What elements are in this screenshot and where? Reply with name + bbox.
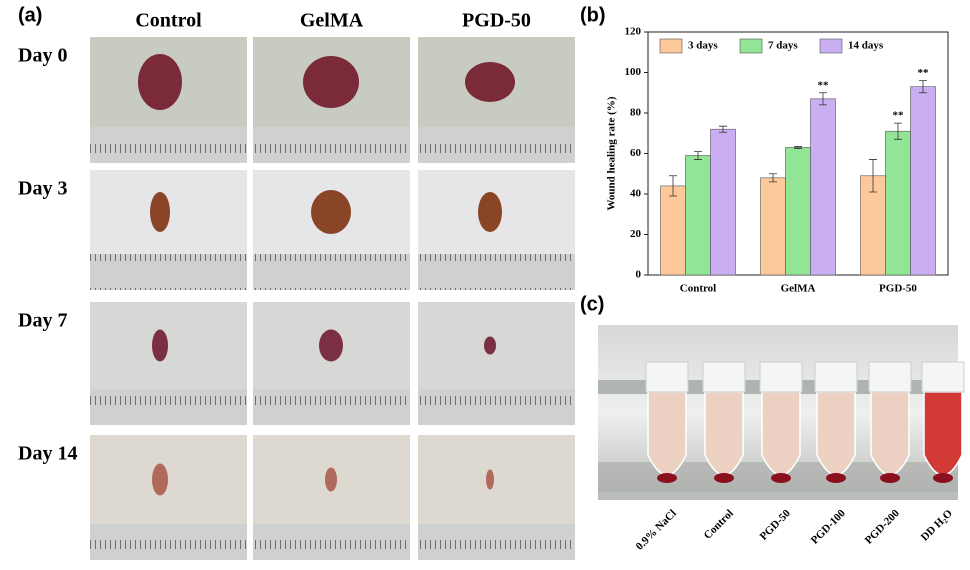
- bar: [910, 86, 936, 276]
- y-tick-label: 60: [630, 147, 642, 159]
- tube-label: PGD-100: [809, 507, 849, 547]
- error-bar: [719, 125, 727, 133]
- error-bar: [694, 151, 702, 160]
- wound: [484, 336, 496, 355]
- bar: [760, 177, 786, 276]
- x-tick-label: PGD-50: [879, 283, 917, 295]
- pellet: [657, 473, 677, 483]
- error-bar: [894, 122, 902, 140]
- wound: [152, 463, 168, 496]
- bar: [885, 130, 911, 276]
- error-bar: [869, 159, 877, 193]
- ruler: [90, 389, 247, 425]
- error-bar: [669, 175, 677, 197]
- ruler: [90, 254, 247, 290]
- y-tick-label: 0: [636, 269, 642, 281]
- bar: [810, 98, 836, 276]
- ruler: [418, 127, 575, 163]
- ruler: [253, 127, 410, 163]
- tube: [761, 391, 801, 476]
- tube: [816, 391, 856, 476]
- ruler: [253, 254, 410, 290]
- pellet: [826, 473, 846, 483]
- tube-cap: [702, 361, 746, 393]
- error-bar: [919, 80, 927, 94]
- tube-cap: [921, 361, 965, 393]
- tube: [923, 391, 963, 476]
- panel-c: 0.9% NaCl Control PGD-50 PGD-100 PGD-200 DD H…: [598, 325, 965, 553]
- row-label: Day 14: [18, 443, 77, 465]
- tube: [704, 391, 744, 476]
- pellet: [880, 473, 900, 483]
- x-tick-label: GelMA: [781, 283, 816, 295]
- ruler: [253, 389, 410, 425]
- tube-label: PGD-200: [863, 507, 903, 547]
- tube-label: PGD-50: [758, 507, 794, 543]
- tube: [870, 391, 910, 476]
- x-tick-label: Control: [680, 283, 716, 295]
- error-bar: [769, 173, 777, 183]
- tube-label: 0.9% NaCl: [634, 507, 679, 552]
- legend-label: 7 days: [768, 40, 798, 52]
- error-bar: [819, 92, 827, 106]
- tube-cap: [868, 361, 912, 393]
- ruler: [253, 524, 410, 560]
- error-bar: [794, 146, 802, 149]
- pellet: [714, 473, 734, 483]
- panel-b: 0 20 40 60 80 100 120 Wound healing rate (%) Con…: [606, 26, 949, 295]
- wound: [319, 329, 343, 362]
- wound: [465, 62, 515, 102]
- bar: [785, 147, 811, 276]
- tube-cap: [759, 361, 803, 393]
- y-tick-label: 100: [625, 66, 642, 78]
- ruler: [418, 389, 575, 425]
- wound: [325, 467, 337, 492]
- tube-cap: [645, 361, 689, 393]
- y-tick-label: 80: [630, 107, 642, 119]
- legend-swatch: [659, 38, 683, 54]
- tube-label: DD H₂O: [919, 507, 955, 543]
- row-label: Day 3: [18, 178, 67, 200]
- wound: [486, 469, 494, 490]
- legend-swatch: [819, 38, 843, 54]
- tube-label: Control: [702, 507, 736, 541]
- wound: [152, 329, 168, 362]
- bar: [710, 128, 736, 276]
- pellet: [771, 473, 791, 483]
- y-axis-label: Wound healing rate (%): [606, 96, 618, 210]
- ruler: [90, 127, 247, 163]
- wound: [311, 190, 351, 234]
- panel-label: (b): [580, 4, 606, 26]
- significance: **: [818, 79, 830, 91]
- significance: **: [918, 67, 930, 79]
- bar: [685, 155, 711, 276]
- column-header: GelMA: [300, 10, 364, 32]
- bar: [660, 185, 686, 276]
- wound: [478, 192, 502, 232]
- y-tick-label: 120: [625, 26, 642, 38]
- panel-label: (c): [580, 293, 604, 315]
- y-tick-label: 40: [630, 188, 642, 200]
- panel-label: (a): [18, 4, 42, 26]
- tube: [647, 391, 687, 476]
- ruler: [418, 524, 575, 560]
- ruler: [418, 254, 575, 290]
- legend-label: 3 days: [688, 40, 718, 52]
- significance: **: [893, 110, 905, 122]
- panel-a: Control GelMA PGD-50 Day 0 Day 3 Day 7 Day 14: [18, 10, 575, 560]
- pellet: [933, 473, 953, 483]
- ruler: [90, 524, 247, 560]
- row-label: Day 7: [18, 310, 67, 332]
- wound: [303, 56, 359, 108]
- legend-swatch: [739, 38, 763, 54]
- legend-label: 14 days: [848, 40, 884, 52]
- column-header: PGD-50: [462, 10, 531, 32]
- column-header: Control: [135, 10, 202, 32]
- row-label: Day 0: [18, 45, 67, 67]
- y-tick-label: 20: [630, 228, 642, 240]
- wound: [150, 192, 170, 232]
- wound: [138, 54, 182, 110]
- tube-cap: [814, 361, 858, 393]
